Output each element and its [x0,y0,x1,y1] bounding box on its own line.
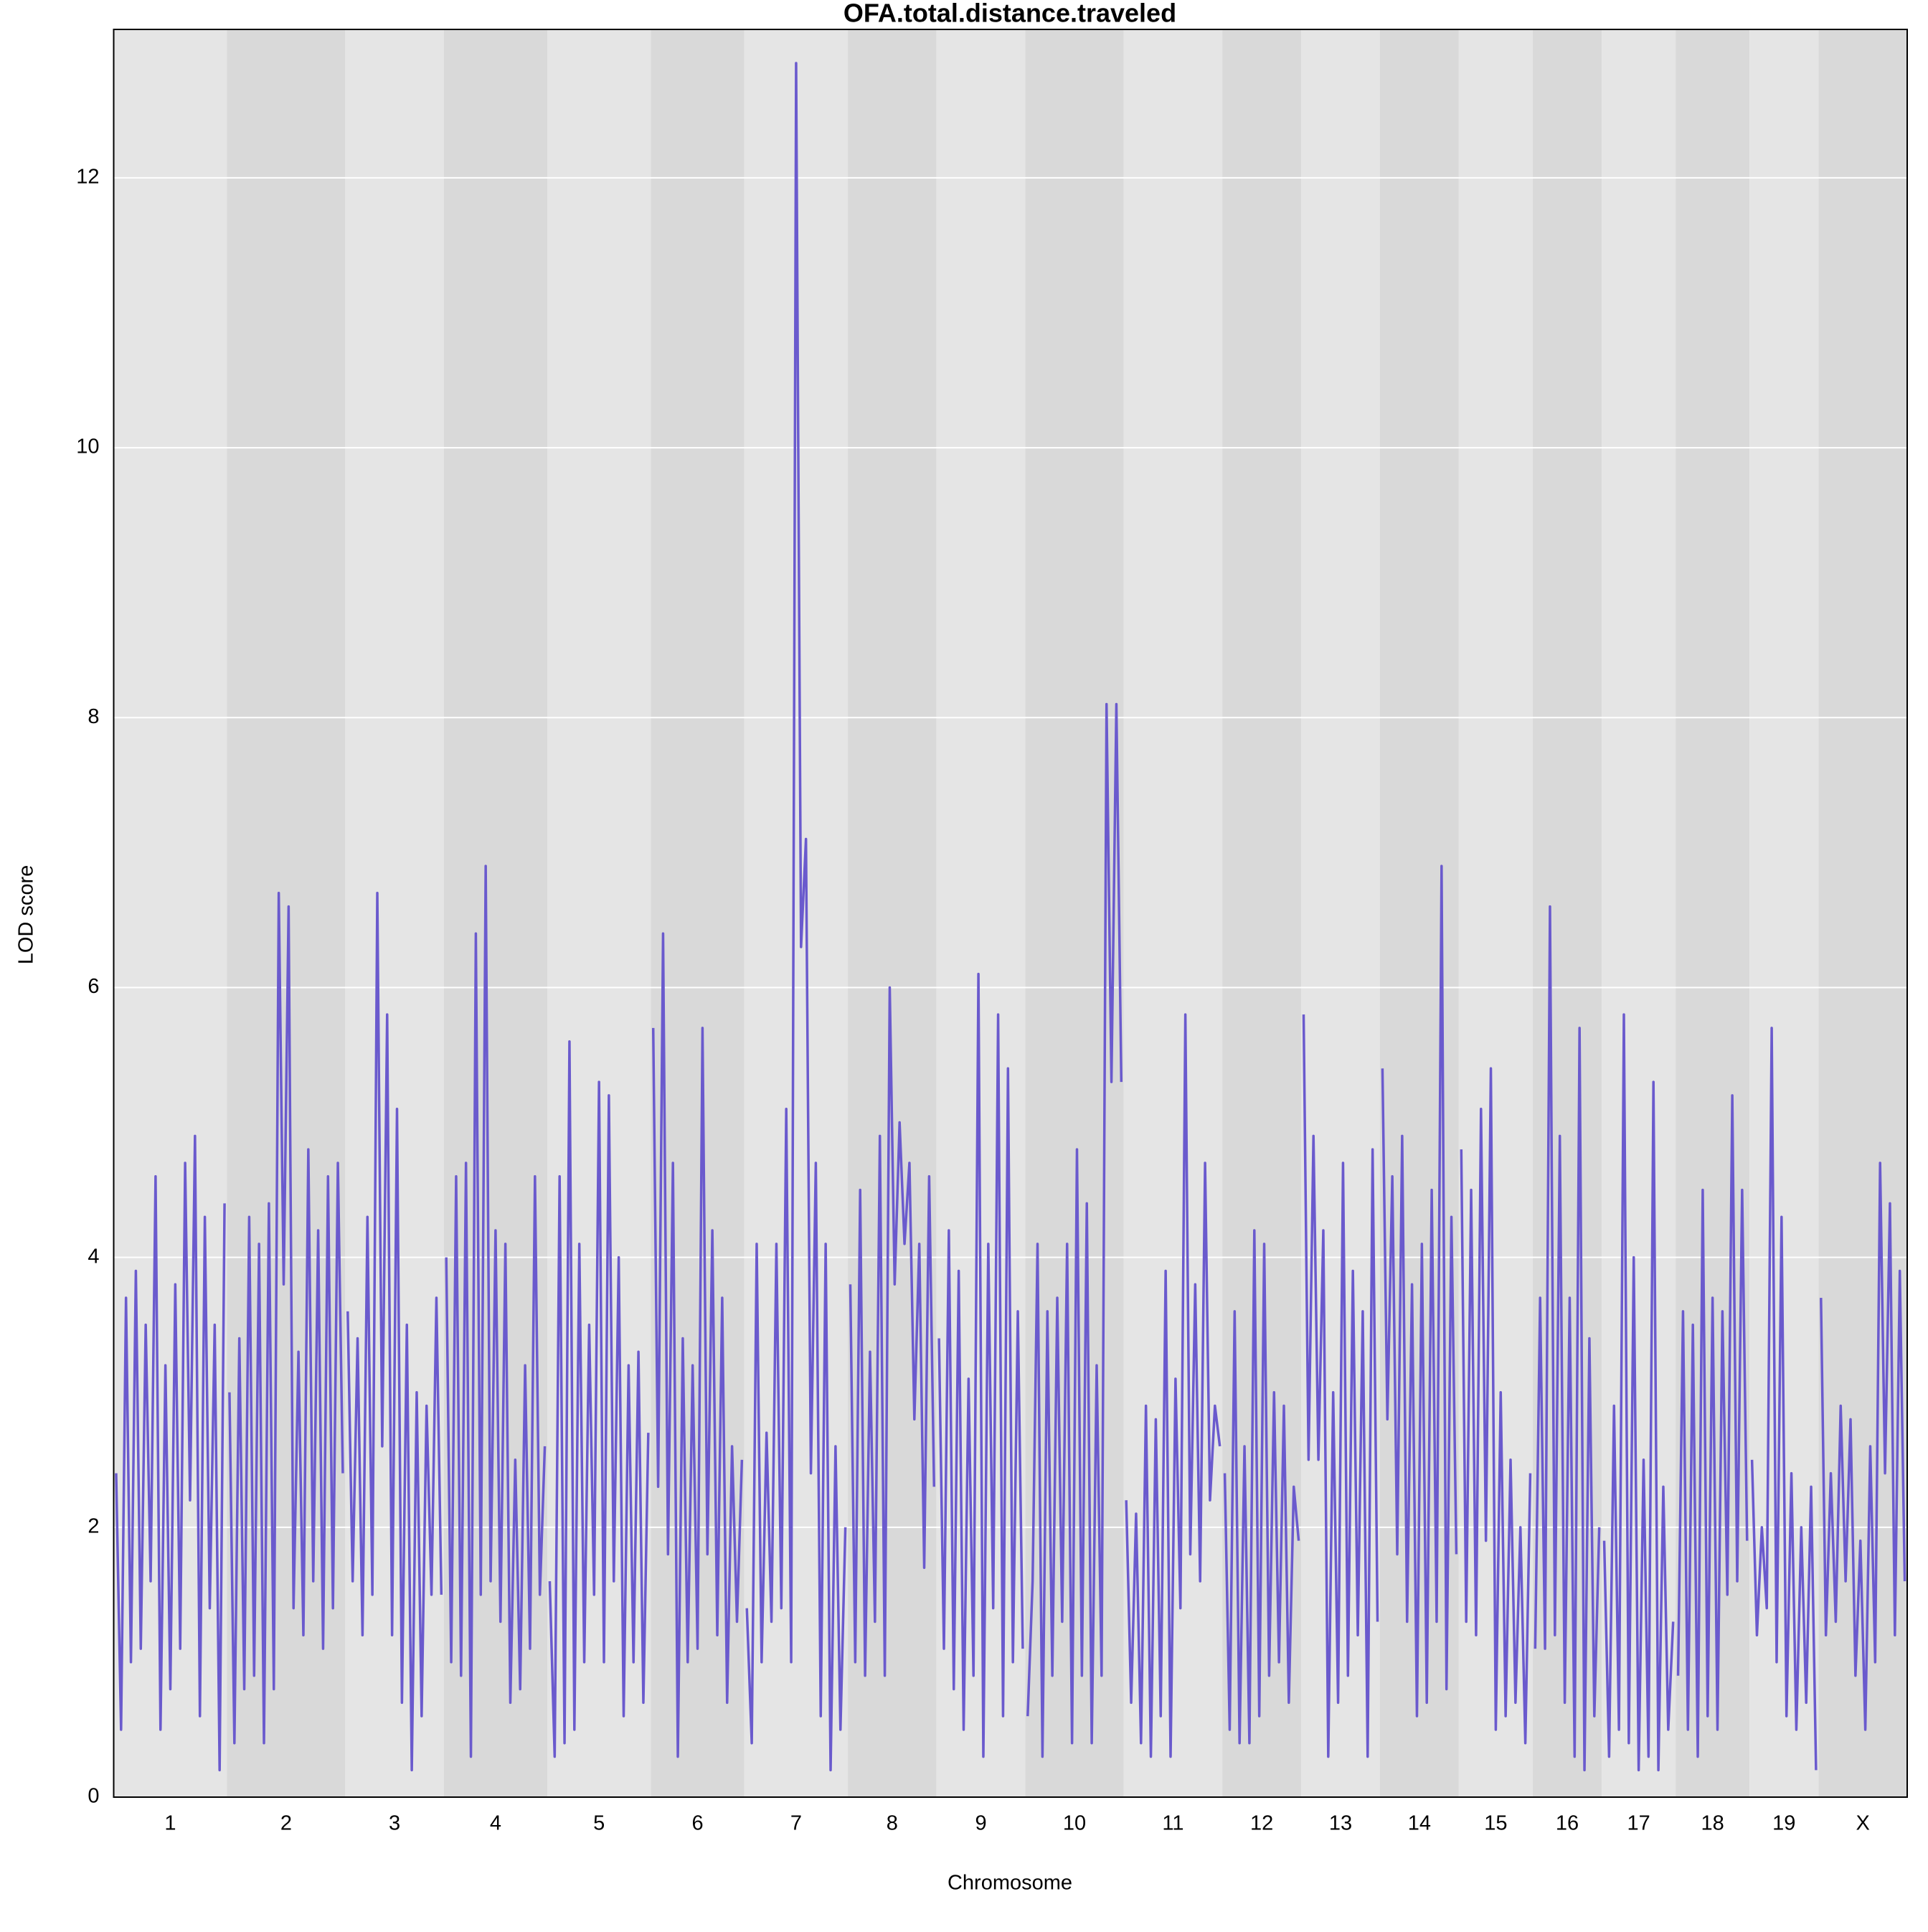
lod-curve [1534,905,1601,1772]
lod-curve [228,892,344,1745]
y-axis-label: LOD score [15,865,38,965]
x-tick-label: 19 [1772,1812,1795,1835]
x-tick-label: 3 [389,1812,400,1835]
plot-frame [113,29,1908,1798]
y-tick-label: 0 [88,1785,99,1808]
lod-curve [445,864,547,1758]
lod-curve [937,972,1024,1758]
y-tick-label: 6 [88,975,99,998]
y-tick-label: 8 [88,705,99,728]
x-tick-label: 16 [1556,1812,1579,1835]
x-tick-label: 1 [164,1812,176,1835]
y-tick-label: 10 [76,435,99,458]
lod-curve [1223,1229,1300,1745]
lod-curve [346,892,443,1772]
lod-curve [1381,864,1458,1717]
x-tick-label: 7 [790,1812,802,1835]
x-tick-label: 4 [490,1812,501,1835]
x-tick-label: 6 [691,1812,703,1835]
lod-curve [548,1040,650,1758]
x-tick-label: 12 [1250,1812,1273,1835]
x-tick-label: 8 [887,1812,898,1835]
chart-title: OFA.total.distance.traveled [844,0,1176,28]
lod-curve [1460,1067,1532,1745]
x-tick-label: 11 [1162,1812,1183,1835]
lod-curve [1302,1014,1379,1758]
lod-curve [1125,1013,1221,1758]
lod-curve [1026,702,1123,1758]
lod-curve [1750,1027,1818,1771]
lod-curve [1676,1094,1749,1758]
lod-curve [1602,1013,1675,1772]
x-tick-label: 17 [1627,1812,1650,1835]
x-tick-label: 5 [593,1812,605,1835]
x-tick-label: 9 [975,1812,986,1835]
chromosome-band [1458,29,1533,1797]
x-axis-label: Chromosome [948,1872,1072,1895]
x-tick-label: 15 [1484,1812,1507,1835]
y-tick-label: 4 [88,1245,99,1268]
x-tick-label: X [1856,1812,1870,1835]
lod-curve [849,986,936,1677]
x-tick-label: 10 [1063,1812,1086,1835]
x-tick-label: 13 [1329,1812,1352,1835]
x-tick-label: 14 [1408,1812,1431,1835]
y-tick-label: 12 [76,166,99,189]
x-tick-label: 18 [1701,1812,1724,1835]
lod-curve [1820,1161,1906,1731]
lod-curve [115,1134,226,1772]
chromosome-band [547,29,651,1797]
x-tick-label: 2 [280,1812,292,1835]
y-tick-label: 2 [88,1514,99,1537]
chromosome-band [443,29,548,1797]
lod-curve [745,62,847,1772]
lod-curve [651,932,744,1758]
